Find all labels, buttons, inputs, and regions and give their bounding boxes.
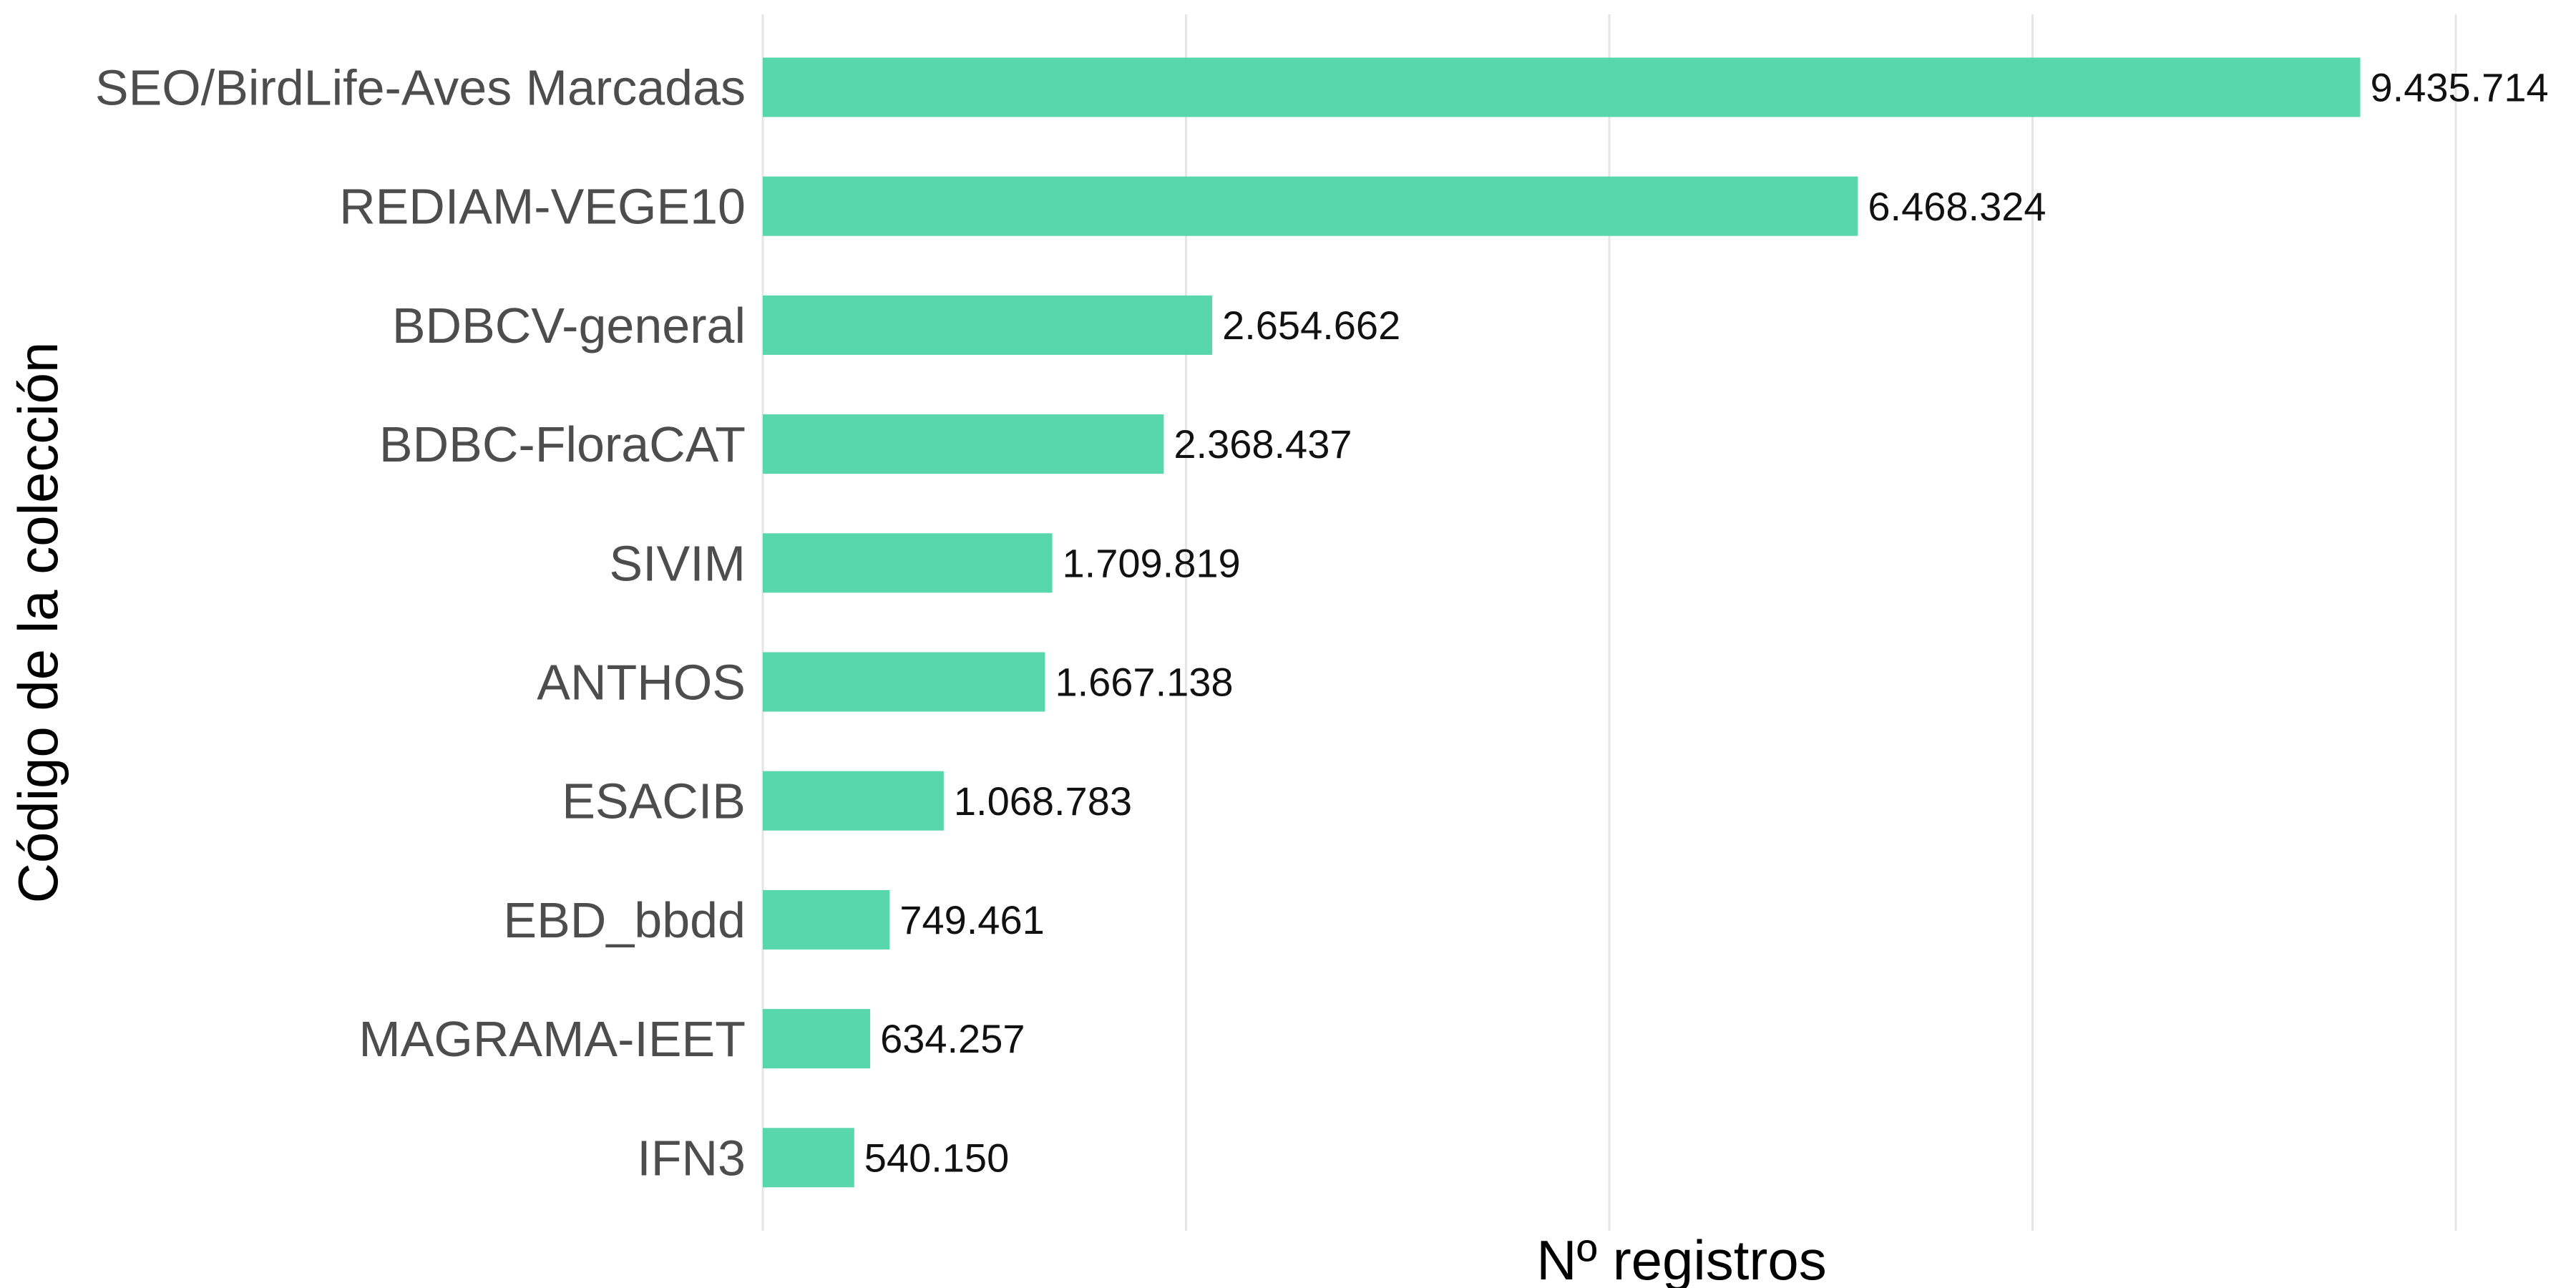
value-label: 1.068.783 [954,779,1132,824]
bar [763,889,890,950]
value-label: 2.654.662 [1222,303,1400,348]
bar [763,1128,854,1188]
bars [763,57,2361,1188]
category-label: ANTHOS [537,655,746,711]
bar [763,295,1213,355]
bar [763,1009,871,1069]
category-label: MAGRAMA-IEET [358,1011,746,1067]
category-labels: SEO/BirdLife-Aves Marcadas REDIAM-VEGE10 B… [95,60,746,1186]
x-axis-title: Nº registros [1536,1229,1827,1288]
value-label: 1.667.138 [1055,660,1233,705]
value-label: 749.461 [899,897,1044,942]
value-labels: 9.435.714 6.468.324 2.654.662 2.368.437 1.70… [864,65,2549,1181]
category-label: BDBCV-general [392,298,746,353]
value-label: 2.368.437 [1174,421,1352,467]
category-label: SEO/BirdLife-Aves Marcadas [95,60,746,116]
category-label: EBD_bbdd [503,892,746,948]
category-label: BDBC-FloraCAT [379,416,746,472]
value-label: 634.257 [880,1016,1025,1061]
bar [763,57,2361,117]
y-axis-title: Código de la colección [6,342,69,904]
bar [763,771,944,831]
category-label: REDIAM-VEGE10 [339,179,746,235]
value-label: 540.150 [864,1135,1009,1180]
category-label: SIVIM [609,535,746,591]
category-label: IFN3 [637,1130,746,1186]
bar [763,652,1045,712]
value-label: 6.468.324 [1868,184,2046,229]
bar [763,533,1053,593]
bar [763,414,1164,474]
category-label: ESACIB [562,774,746,829]
bar [763,176,1858,236]
value-label: 9.435.714 [2370,65,2548,110]
value-label: 1.709.819 [1063,540,1241,585]
